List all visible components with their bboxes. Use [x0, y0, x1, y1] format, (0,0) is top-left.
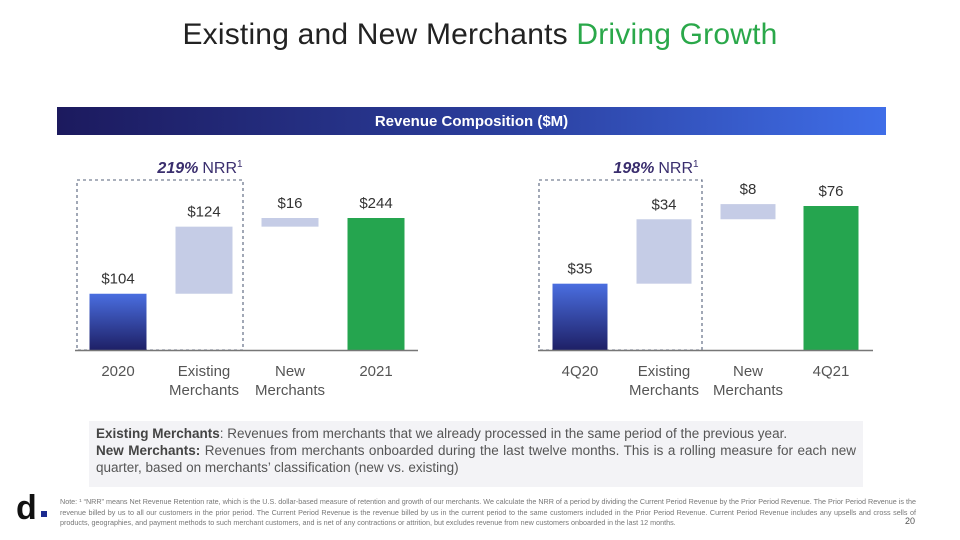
category-label-2: Existing Merchants [629, 363, 699, 399]
data-label-1: $104 [101, 271, 134, 288]
data-label-2: $124 [187, 204, 220, 221]
chart-banner: Revenue Composition ($M) [57, 107, 886, 135]
category-line: New [275, 363, 305, 380]
nrr-value: 198% [613, 160, 654, 177]
data-label-3: $8 [740, 181, 757, 198]
bar-4 [803, 206, 859, 350]
bar-1 [552, 283, 608, 350]
bar-4 [347, 218, 405, 350]
new-term: New Merchants: [96, 443, 201, 458]
data-label-2: $34 [651, 196, 676, 213]
existing-term: Existing Merchants [96, 426, 220, 441]
footnote: Note: ¹ “NRR” means Net Revenue Retentio… [60, 497, 916, 527]
category-label-3: New Merchants [255, 363, 325, 399]
dlocal-logo-icon: d [16, 490, 47, 524]
category-line: Merchants [255, 382, 325, 399]
data-label-1: $35 [567, 261, 592, 278]
category-label-3: New Merchants [713, 363, 783, 399]
chart-panel-2: 198% NRR1 $35 4Q20 $34 Existing Merchants $8 New… [538, 159, 873, 399]
page-title: Existing and New Merchants Driving Growt… [0, 18, 960, 52]
category-line: 4Q21 [813, 363, 850, 380]
nrr-value: 219% [156, 160, 198, 177]
logo-letter: d [16, 490, 37, 524]
title-main: Existing and New Merchants [182, 18, 568, 51]
category-line: 2021 [359, 363, 392, 380]
nrr-label: NRR [202, 160, 237, 177]
category-line: New [733, 363, 763, 380]
category-label-1: 2020 [101, 363, 134, 380]
data-label-4: $76 [818, 183, 843, 200]
bar-2 [636, 219, 692, 284]
nrr-annotation: 219% NRR1 [156, 159, 243, 177]
nrr-annotation: 198% NRR1 [613, 159, 699, 177]
category-line: Merchants [169, 382, 239, 399]
category-label-4: 4Q21 [813, 363, 850, 380]
chart-panel-1: 219% NRR1 $104 2020 $124 Existing Merchants $16… [75, 159, 418, 399]
category-line: Existing [638, 363, 691, 380]
definitions-box: Existing Merchants: Revenues from mercha… [89, 421, 863, 487]
existing-text: : Revenues from merchants that we alread… [219, 426, 788, 441]
existing-definition: Existing Merchants: Revenues from mercha… [96, 425, 856, 442]
category-line: Merchants [629, 382, 699, 399]
data-label-4: $244 [359, 195, 392, 212]
bar-3 [720, 204, 776, 220]
nrr-sup: 1 [237, 159, 243, 170]
category-line: 2020 [101, 363, 134, 380]
category-line: Existing [178, 363, 231, 380]
new-text: Revenues from merchants onboarded during… [96, 443, 857, 475]
new-definition: New Merchants: Revenues from merchants o… [96, 442, 856, 476]
nrr-label: NRR [658, 160, 693, 177]
data-label-3: $16 [277, 195, 302, 212]
category-label-4: 2021 [359, 363, 392, 380]
category-label-1: 4Q20 [562, 363, 599, 380]
page-number: 20 [905, 516, 916, 526]
nrr-sup: 1 [693, 159, 699, 170]
category-line: 4Q20 [562, 363, 599, 380]
category-line: Merchants [713, 382, 783, 399]
bar-3 [261, 218, 319, 227]
bar-1 [89, 293, 147, 350]
category-label-2: Existing Merchants [169, 363, 239, 399]
bar-2 [175, 226, 233, 294]
title-accent: Driving Growth [576, 18, 778, 51]
